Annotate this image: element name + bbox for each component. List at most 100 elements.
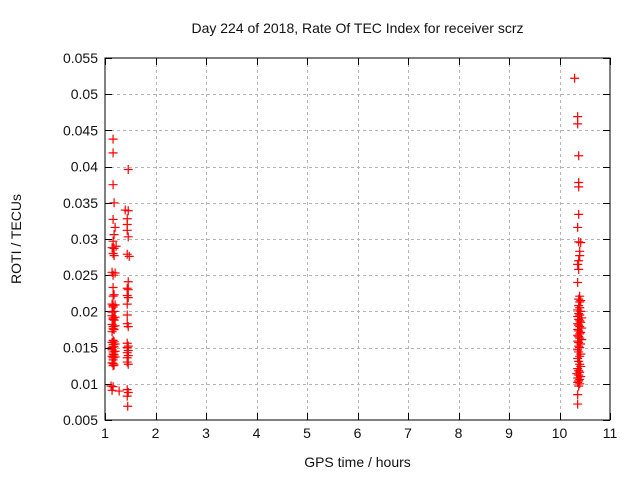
x-tick-label: 10 — [552, 425, 568, 441]
x-tick-label: 2 — [152, 425, 160, 441]
y-tick-label: 0.03 — [71, 231, 98, 247]
data-point — [108, 283, 118, 293]
x-tick-label: 3 — [202, 425, 210, 441]
data-point — [123, 285, 133, 295]
y-tick-label: 0.005 — [63, 412, 98, 428]
data-point — [122, 357, 132, 367]
y-tick-label: 0.04 — [71, 159, 98, 175]
data-point — [123, 401, 133, 411]
data-point — [109, 306, 119, 316]
data-point — [123, 206, 133, 216]
y-tick-label: 0.035 — [63, 195, 98, 211]
data-point — [109, 325, 119, 334]
data-point — [574, 182, 584, 192]
data-point — [123, 387, 133, 397]
data-point — [574, 209, 584, 219]
x-tick-label: 1 — [101, 425, 109, 441]
data-point — [122, 310, 132, 320]
x-tick-label: 5 — [303, 425, 311, 441]
data-point — [123, 232, 133, 242]
data-point — [106, 381, 116, 391]
y-tick-label: 0.01 — [71, 376, 98, 392]
data-point — [122, 391, 132, 401]
data-point — [575, 379, 585, 389]
data-point — [110, 268, 120, 278]
data-point — [108, 180, 118, 190]
data-point — [108, 361, 118, 371]
x-tick-label: 4 — [253, 425, 261, 441]
data-point — [576, 296, 586, 306]
x-axis-label: GPS time / hours — [304, 454, 411, 470]
data-point — [573, 259, 583, 269]
data-point — [575, 351, 585, 361]
data-point — [109, 230, 119, 240]
data-point — [109, 315, 119, 325]
data-point — [109, 198, 119, 208]
data-point — [108, 270, 118, 280]
data-point — [108, 291, 118, 301]
data-point — [573, 119, 583, 129]
x-tick-label: 7 — [404, 425, 412, 441]
data-point — [108, 382, 118, 392]
data-point — [109, 360, 119, 370]
data-point — [109, 251, 119, 261]
data-point — [109, 290, 119, 300]
data-point — [574, 347, 584, 357]
data-point — [573, 222, 583, 232]
data-point — [123, 277, 133, 287]
data-point — [122, 225, 132, 235]
y-tick-label: 0.025 — [63, 267, 98, 283]
data-point — [110, 222, 120, 232]
data-point — [574, 237, 584, 247]
data-point — [576, 339, 586, 349]
data-point — [108, 134, 118, 144]
data-point — [575, 343, 585, 353]
x-tick-label: 11 — [603, 425, 618, 441]
data-point — [576, 238, 586, 248]
data-point — [123, 359, 133, 369]
y-tick-label: 0.05 — [71, 86, 98, 102]
data-point — [108, 248, 118, 258]
data-point — [107, 243, 117, 253]
data-point — [122, 299, 132, 309]
data-point — [107, 385, 117, 395]
data-point — [575, 359, 585, 369]
data-point — [573, 399, 583, 409]
data-point — [123, 351, 133, 361]
data-point — [574, 256, 584, 266]
data-point — [573, 277, 583, 287]
data-point — [576, 306, 586, 316]
x-tick-label: 8 — [455, 425, 463, 441]
x-tick-label: 9 — [505, 425, 513, 441]
y-tick-label: 0.055 — [63, 50, 98, 66]
data-point — [110, 300, 120, 310]
data-point — [573, 364, 583, 374]
data-point — [574, 151, 584, 161]
data-point — [108, 236, 118, 246]
data-point — [573, 377, 583, 387]
y-tick-label: 0.045 — [63, 122, 98, 138]
data-point — [108, 214, 118, 224]
data-point — [114, 386, 124, 396]
data-point — [570, 73, 580, 83]
chart-title: Day 224 of 2018, Rate Of TEC Index for r… — [191, 20, 524, 36]
data-points — [106, 73, 587, 411]
data-point — [123, 322, 133, 332]
data-point — [108, 148, 118, 158]
data-point — [122, 249, 132, 259]
data-point — [574, 381, 584, 391]
y-tick-label: 0.015 — [63, 340, 98, 356]
data-point — [574, 301, 584, 311]
data-point — [107, 327, 117, 337]
x-tick-label: 6 — [354, 425, 362, 441]
data-point — [111, 241, 121, 251]
data-point — [123, 164, 133, 174]
data-point — [124, 251, 134, 261]
data-point — [575, 251, 585, 261]
data-point — [122, 290, 132, 300]
data-point — [108, 302, 118, 312]
data-point — [573, 390, 583, 400]
data-point — [123, 293, 133, 303]
